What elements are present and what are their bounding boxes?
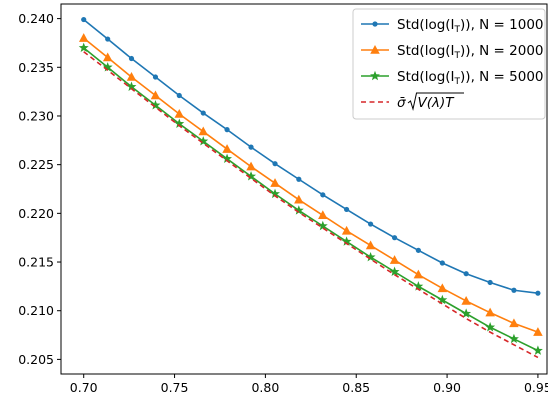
data-point <box>370 70 380 81</box>
data-point <box>78 42 89 53</box>
data-point <box>535 290 541 296</box>
legend-label: Std(log(IT)), N = 2000 <box>397 43 544 61</box>
data-point <box>485 307 495 317</box>
data-point <box>485 322 496 332</box>
data-point <box>270 188 280 199</box>
data-point <box>461 308 472 318</box>
data-point <box>296 176 302 182</box>
data-point <box>318 210 328 220</box>
data-point <box>461 295 471 305</box>
data-point <box>413 281 424 291</box>
data-point <box>437 294 448 305</box>
series-1 <box>81 16 541 296</box>
data-point <box>152 74 159 80</box>
series-line <box>83 18 539 294</box>
data-point <box>224 127 230 133</box>
series-4 <box>83 51 539 359</box>
legend-label: Std(log(IT)), N = 5000 <box>397 69 544 87</box>
data-point <box>439 260 445 266</box>
data-point <box>126 81 137 91</box>
x-tick-label: 0.95 <box>524 380 548 395</box>
data-point <box>200 110 206 116</box>
data-point <box>370 45 380 54</box>
data-point <box>105 36 111 42</box>
y-tick-label: 0.240 <box>18 11 54 26</box>
data-point <box>487 279 493 286</box>
legend-label: σ̄ <box>397 95 406 111</box>
data-point <box>365 240 376 250</box>
y-tick-label: 0.215 <box>18 255 54 270</box>
data-point <box>198 126 209 136</box>
data-point <box>341 236 352 246</box>
data-point <box>128 55 135 62</box>
data-point <box>294 194 304 204</box>
data-point <box>150 90 161 100</box>
data-point <box>126 72 137 81</box>
data-point <box>270 178 280 187</box>
data-point <box>222 144 232 153</box>
x-tick-label: 0.75 <box>161 380 189 395</box>
data-point <box>246 171 256 181</box>
data-point <box>391 235 398 241</box>
sqrt-sign <box>407 92 464 111</box>
data-point <box>222 153 232 164</box>
data-point <box>176 92 182 99</box>
data-point <box>78 33 89 42</box>
data-point <box>102 52 113 62</box>
data-point <box>508 333 519 344</box>
legend-label: Std(log(IT)), N = 1000 <box>397 17 544 35</box>
x-axis: 0.70 0.75 0.80 0.85 0.90 0.95 <box>70 374 548 395</box>
data-point <box>341 225 352 235</box>
series-2 <box>78 33 543 336</box>
series-line <box>83 47 539 352</box>
x-tick-label: 0.85 <box>342 380 370 395</box>
data-point <box>372 21 378 27</box>
y-tick-label: 0.235 <box>18 60 54 75</box>
series-line <box>83 51 539 359</box>
y-axis: 0.205 0.210 0.215 0.220 0.225 0.230 0.235 0.240 <box>18 11 61 367</box>
legend-box <box>352 8 546 120</box>
data-point <box>344 206 350 213</box>
data-point <box>320 192 326 198</box>
data-point <box>413 269 424 279</box>
data-point <box>389 255 400 264</box>
data-point <box>437 283 448 293</box>
series-layer <box>78 16 543 359</box>
data-point <box>150 100 161 110</box>
y-tick-label: 0.205 <box>18 352 54 367</box>
data-point <box>174 109 185 118</box>
data-point <box>272 161 278 167</box>
data-point <box>463 271 469 277</box>
data-point <box>365 251 376 262</box>
y-tick-label: 0.230 <box>18 108 54 123</box>
data-point <box>533 327 543 336</box>
x-tick-label: 0.80 <box>251 380 279 395</box>
data-point <box>511 287 517 293</box>
data-point <box>367 221 374 227</box>
data-point <box>415 247 421 253</box>
y-tick-label: 0.210 <box>18 303 54 318</box>
data-point <box>293 205 304 215</box>
data-point <box>81 16 87 23</box>
data-point <box>174 118 185 128</box>
data-point <box>509 318 519 328</box>
data-point <box>532 345 543 355</box>
x-tick-label: 0.90 <box>433 380 461 395</box>
y-tick-label: 0.220 <box>18 206 54 221</box>
y-tick-label: 0.225 <box>18 157 54 172</box>
legend: Std(log(IT)), N = 1000 Std(log(IT)), N = … <box>352 8 546 120</box>
series-3 <box>78 42 543 355</box>
data-point <box>102 62 113 72</box>
x-tick-label: 0.70 <box>70 380 98 395</box>
legend-label-radicand: V(λ)T <box>418 95 456 111</box>
data-point <box>248 144 254 150</box>
data-point <box>246 161 256 171</box>
data-point <box>198 136 209 146</box>
data-point <box>389 266 400 276</box>
data-point <box>317 220 328 231</box>
